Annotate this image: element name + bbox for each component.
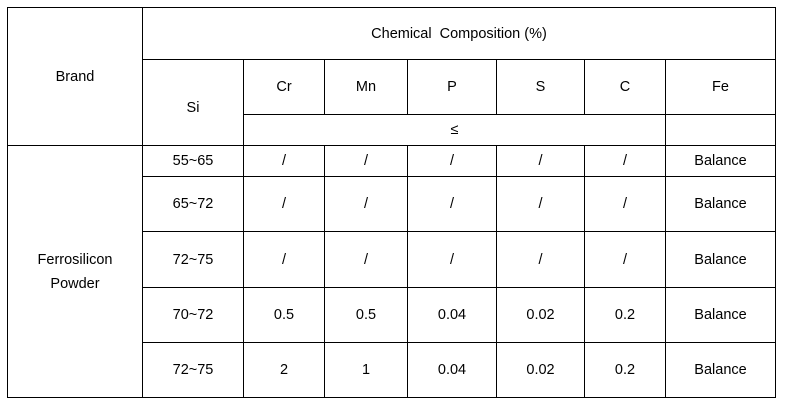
max-symbol: ≤	[450, 122, 459, 138]
row-5-fe: Balance	[694, 362, 747, 378]
col-header-mn: Mn	[355, 79, 377, 95]
row-4-cr: 0.5	[273, 307, 295, 323]
rule-bottom	[7, 397, 776, 398]
row-3-c: /	[622, 251, 628, 268]
row-1-mn: /	[363, 153, 369, 169]
rule-c-fe	[665, 59, 666, 398]
row-2-si: 65~72	[172, 196, 214, 212]
row-5-si: 72~75	[172, 362, 214, 378]
rule-right	[775, 7, 776, 398]
row-4-c: 0.2	[614, 307, 636, 323]
row-3-si: 72~75	[172, 251, 214, 268]
row-2-cr: /	[281, 196, 287, 212]
row-5-cr: 2	[279, 362, 289, 378]
rule-si-cr	[243, 59, 244, 398]
row-2-s: /	[538, 196, 543, 212]
row-2-c: /	[622, 196, 628, 212]
row-4-fe: Balance	[694, 307, 747, 323]
row-3-p: /	[449, 251, 455, 268]
brand-name: Ferrosilicon Powder	[8, 146, 142, 397]
rule-row-2	[142, 231, 776, 232]
col-header-s: S	[535, 79, 546, 95]
rule-left	[7, 7, 8, 398]
brand-name-line-2: Powder	[50, 275, 100, 292]
row-1-p: /	[449, 153, 455, 169]
rule-header-bottom	[7, 145, 776, 146]
rule-brand-si	[142, 7, 143, 398]
row-3-fe: Balance	[694, 251, 747, 268]
row-4-si: 70~72	[172, 307, 214, 323]
row-2-mn: /	[363, 196, 369, 212]
row-1-si: 55~65	[172, 153, 214, 169]
row-5-s: 0.02	[526, 362, 555, 378]
row-1-s: /	[538, 153, 543, 169]
row-3-cr: /	[281, 251, 287, 268]
row-2-fe: Balance	[694, 196, 747, 212]
rule-top	[7, 7, 776, 8]
rule-mn-p	[407, 59, 408, 115]
rule-under-element-names	[243, 114, 776, 115]
group-title-header: Chemical Composition (%)	[371, 25, 547, 42]
row-5-c: 0.2	[614, 362, 636, 378]
rule-p-s-body	[496, 145, 497, 398]
rule-mn-p-body	[407, 145, 408, 398]
col-header-c: C	[619, 79, 631, 95]
row-1-cr: /	[281, 153, 287, 169]
rule-under-group-title	[142, 59, 776, 60]
row-2-p: /	[449, 196, 455, 212]
row-1-c: /	[622, 153, 628, 169]
row-5-p: 0.04	[437, 362, 467, 378]
col-header-cr: Cr	[276, 79, 292, 95]
col-header-si: Si	[186, 99, 200, 116]
col-header-p: P	[447, 79, 457, 95]
row-3-mn: /	[363, 251, 369, 268]
row-1-fe: Balance	[694, 153, 747, 169]
row-5-mn: 1	[361, 362, 371, 378]
rule-row-4	[142, 342, 776, 343]
row-4-s: 0.02	[526, 307, 555, 323]
row-4-p: 0.04	[437, 307, 467, 323]
brand-header: Brand	[55, 68, 95, 85]
rule-row-1	[142, 176, 776, 177]
col-header-fe: Fe	[712, 79, 729, 95]
rule-cr-mn	[324, 59, 325, 115]
rule-row-3	[142, 287, 776, 288]
row-4-mn: 0.5	[355, 307, 377, 323]
rule-p-s	[496, 59, 497, 115]
rule-cr-mn-body	[324, 145, 325, 398]
brand-name-line-1: Ferrosilicon	[37, 251, 113, 268]
row-3-s: /	[538, 251, 543, 268]
rule-s-c-body	[584, 145, 585, 398]
rule-s-c	[584, 59, 585, 115]
